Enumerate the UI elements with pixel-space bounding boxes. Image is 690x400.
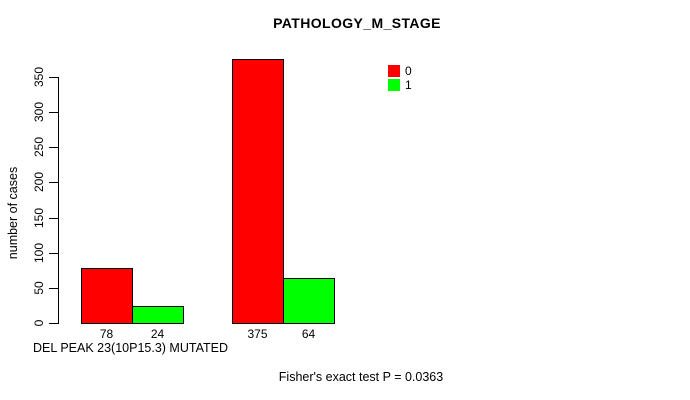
bar-series-0-group-1 <box>81 268 133 324</box>
bar-value-label: 78 <box>99 327 114 341</box>
y-tick-mark <box>49 77 59 78</box>
legend-swatch-1 <box>388 79 400 91</box>
legend-row: 0 <box>388 65 412 77</box>
legend-swatch-0 <box>388 65 400 77</box>
y-tick-mark <box>49 323 59 324</box>
y-tick-label: 150 <box>32 207 46 229</box>
bar-value-label: 64 <box>301 327 316 341</box>
bar-series-0-group-2 <box>232 59 284 324</box>
bar-value-label: 24 <box>150 327 165 341</box>
y-tick-mark <box>49 112 59 113</box>
bar-series-1-group-1 <box>132 306 184 324</box>
y-tick-label: 0 <box>32 319 46 327</box>
y-tick-label: 200 <box>32 171 46 193</box>
y-tick-label: 300 <box>32 101 46 123</box>
legend-label: 0 <box>405 64 412 78</box>
x-axis-label: DEL PEAK 23(10P15.3) MUTATED <box>33 341 228 355</box>
annotation-fisher-test: Fisher's exact test P = 0.0363 <box>278 370 444 384</box>
legend-label: 1 <box>405 78 412 92</box>
bar-value-label: 375 <box>247 327 268 341</box>
y-tick-mark <box>49 253 59 254</box>
y-axis-label: number of cases <box>6 166 20 260</box>
y-tick-label: 350 <box>32 66 46 88</box>
y-tick-mark <box>49 182 59 183</box>
chart-title: PATHOLOGY_M_STAGE <box>273 15 441 31</box>
bar-series-1-group-2 <box>283 278 335 324</box>
y-tick-mark <box>49 288 59 289</box>
y-tick-label: 50 <box>32 281 46 295</box>
y-tick-mark <box>49 218 59 219</box>
y-axis-line <box>58 77 59 324</box>
y-tick-mark <box>49 147 59 148</box>
y-tick-label: 250 <box>32 136 46 158</box>
y-tick-label: 100 <box>32 242 46 264</box>
legend-row: 1 <box>388 79 412 91</box>
